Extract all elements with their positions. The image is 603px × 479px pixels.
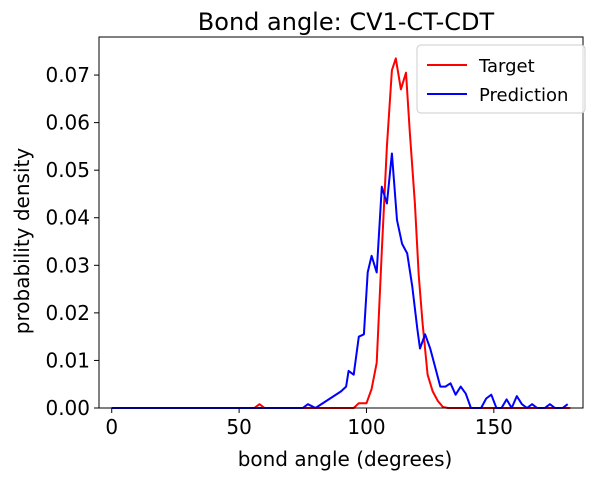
- y-tick-label: 0.02: [45, 301, 90, 325]
- y-tick-label: 0.04: [45, 206, 90, 230]
- series-line-prediction: [111, 152, 569, 409]
- y-tick-label: 0.00: [45, 396, 90, 420]
- y-tick-label: 0.07: [45, 63, 90, 87]
- y-tick-label: 0.01: [45, 348, 90, 372]
- y-axis-label: probability density: [10, 148, 34, 335]
- x-tick-label: 0: [105, 415, 118, 439]
- plot-area: 0 50 100 150 0.00 0.01 0.02 0.03 0.04 0.05 0.06 0.0…: [45, 36, 586, 439]
- x-tick-label: 100: [347, 415, 385, 439]
- y-tick-label: 0.03: [45, 253, 90, 277]
- x-tick-label: 150: [475, 415, 513, 439]
- x-axis-label: bond angle (degrees): [238, 447, 453, 471]
- y-tick-label: 0.05: [45, 158, 90, 182]
- chart-title: Bond angle: CV1-CT-CDT: [198, 8, 495, 36]
- axes-frame: [98, 36, 584, 409]
- y-tick-label: 0.06: [45, 111, 90, 135]
- x-tick-label: 50: [226, 415, 251, 439]
- legend-label-prediction: Prediction: [479, 85, 568, 106]
- legend-box: [416, 44, 586, 114]
- legend-label-target: Target: [478, 56, 535, 77]
